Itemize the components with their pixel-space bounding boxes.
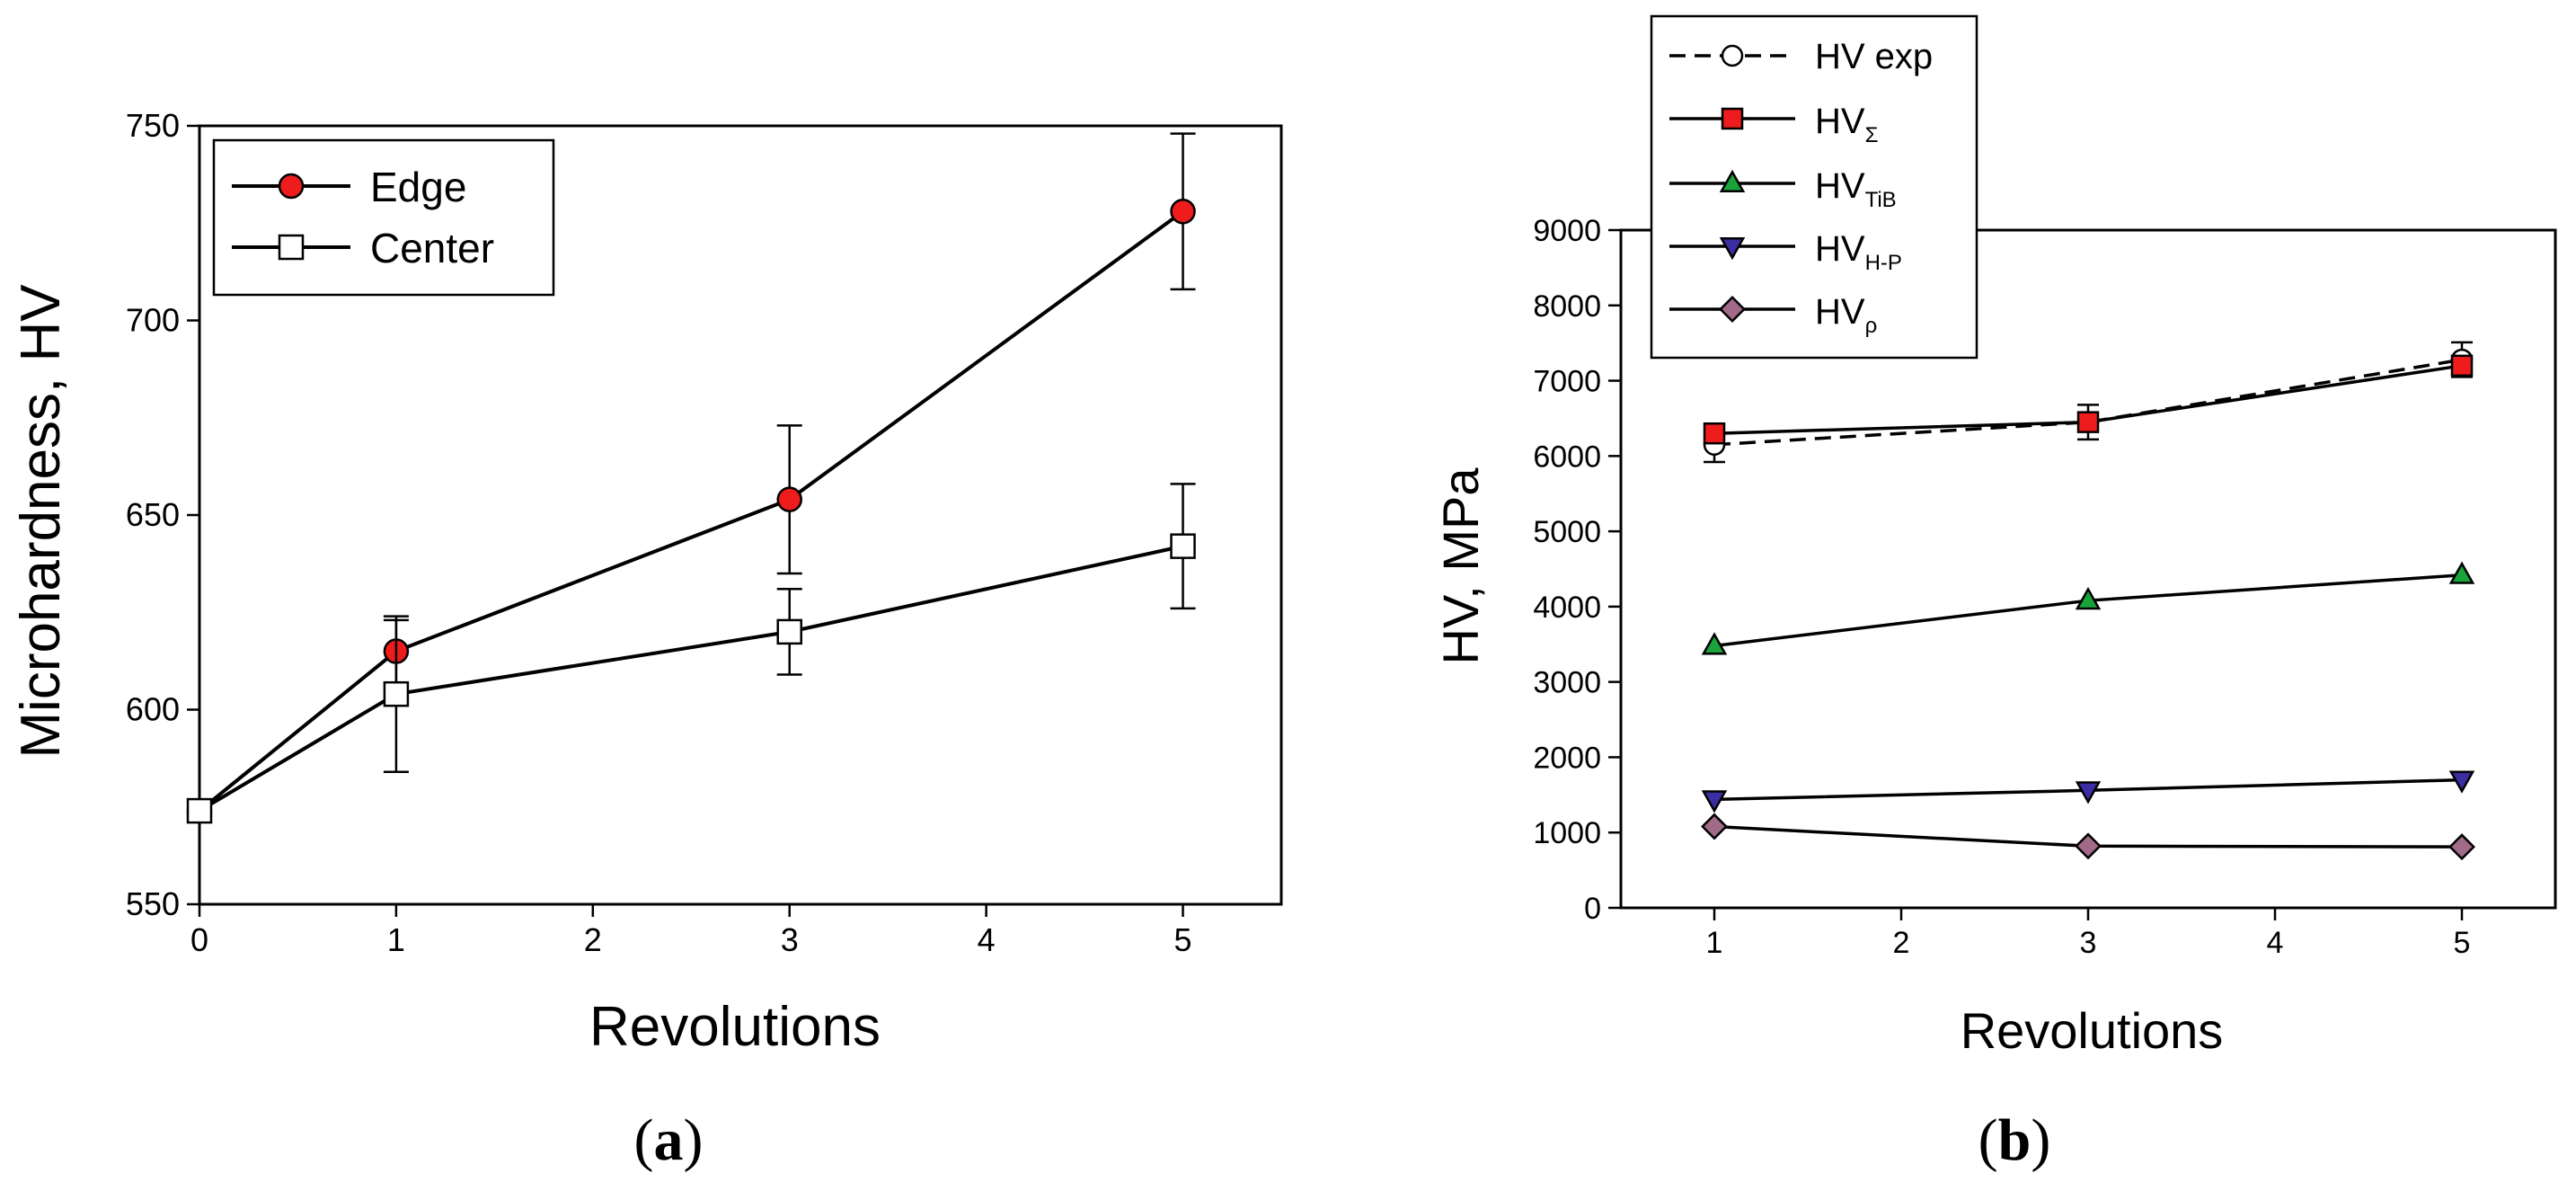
y-tick-label: 7000 xyxy=(1533,365,1601,399)
panel-b-label: (b) xyxy=(1978,1107,2051,1173)
x-tick-label: 4 xyxy=(978,921,996,958)
legend-marker-hv xyxy=(1719,296,1746,323)
legend-label-hv-tib: HVTiB xyxy=(1815,166,1897,212)
x-tick-label: 3 xyxy=(2080,926,2097,960)
panel-a-label: (a) xyxy=(634,1107,704,1173)
data-point-hv xyxy=(1701,813,1728,840)
y-tick-label: 550 xyxy=(126,885,180,922)
data-point-edge xyxy=(1170,199,1196,225)
data-point-hvtib xyxy=(1701,632,1728,655)
series-hv xyxy=(1703,354,2474,445)
series-hv-exp xyxy=(1703,341,2474,464)
data-point-center xyxy=(776,618,802,645)
series-center xyxy=(186,483,1196,824)
legend-marker-center xyxy=(278,234,305,261)
panel-a-chart: 0 1 2 3 4 5 550 600 650 700 750 Revolutions Microh… xyxy=(10,107,1283,1173)
panel-a-x-axis-label: Revolutions xyxy=(589,996,881,1058)
legend-label-edge: Edge xyxy=(370,164,466,210)
panel-b-legend-box xyxy=(1650,14,1978,360)
panel-b-axes: 1 2 3 4 5 0 1000 2000 3000 4000 5000 6000 7000 8000 90… xyxy=(1533,214,2470,960)
series-hvtib xyxy=(1701,561,2475,655)
series-hvh-p xyxy=(1701,770,2475,813)
legend-marker-edge xyxy=(278,173,305,200)
x-tick-label: 1 xyxy=(387,921,405,958)
legend-marker-hvtib xyxy=(1719,169,1746,193)
data-point-hv xyxy=(1703,422,1726,445)
panel-a-letter: a xyxy=(654,1107,684,1173)
data-point-hvh-p xyxy=(2075,781,2102,804)
y-tick-label: 9000 xyxy=(1533,214,1601,248)
x-tick-label: 2 xyxy=(584,921,602,958)
legend-marker-hv-exp xyxy=(1721,44,1744,67)
data-point-hvh-p xyxy=(1701,790,1728,813)
x-tick-label: 0 xyxy=(190,921,208,958)
x-tick-label: 1 xyxy=(1706,926,1723,960)
data-point-hvtib xyxy=(2075,586,2102,610)
y-tick-label: 5000 xyxy=(1533,515,1601,549)
y-tick-label: 2000 xyxy=(1533,741,1601,775)
panel-a-series xyxy=(186,132,1196,824)
y-tick-label: 8000 xyxy=(1533,289,1601,324)
legend-label-hv-exp: HV exp xyxy=(1815,37,1933,76)
legend-marker-hv xyxy=(1721,107,1744,130)
legend-label-hv-hp: HVH-P xyxy=(1815,229,1902,275)
y-tick-label: 600 xyxy=(126,691,180,728)
data-point-edge xyxy=(776,486,802,512)
y-tick-label: 6000 xyxy=(1533,440,1601,474)
data-point-center xyxy=(186,797,213,824)
data-point-hv xyxy=(2450,354,2474,378)
data-point-hv xyxy=(2076,411,2100,433)
panel-b-x-axis-label: Revolutions xyxy=(1961,1002,2224,1059)
panel-a-y-axis-label: Microhardness, HV xyxy=(10,284,72,759)
legend-label-center: Center xyxy=(370,225,494,271)
x-tick-label: 5 xyxy=(1174,921,1192,958)
panel-a-axes: 0 1 2 3 4 5 550 600 650 700 750 xyxy=(126,107,1192,958)
data-point-center xyxy=(1170,533,1196,559)
x-tick-label: 4 xyxy=(2267,926,2284,960)
panel-b-letter: b xyxy=(1998,1107,2032,1173)
y-tick-label: 0 xyxy=(1584,892,1601,926)
data-point-center xyxy=(383,680,410,707)
data-point-hvh-p xyxy=(2448,770,2475,794)
panel-b-y-axis-label: HV, MPa xyxy=(1432,467,1489,665)
data-point-hv xyxy=(2448,833,2475,861)
legend-marker-hvh-p xyxy=(1719,236,1746,261)
y-tick-label: 4000 xyxy=(1533,591,1601,625)
data-point-hvtib xyxy=(2448,561,2475,584)
y-tick-label: 700 xyxy=(126,302,180,339)
data-point-hv xyxy=(2075,832,2102,860)
y-tick-label: 650 xyxy=(126,496,180,533)
panel-b-chart: 1 2 3 4 5 0 1000 2000 3000 4000 5000 6000 7000 8000 90… xyxy=(1432,14,2557,1173)
panel-b-series xyxy=(1701,341,2475,861)
series-line-center xyxy=(198,544,1183,813)
y-tick-label: 750 xyxy=(126,107,180,144)
x-tick-label: 2 xyxy=(1893,926,1910,960)
x-tick-label: 5 xyxy=(2454,926,2471,960)
panel-a-legend: Edge Center xyxy=(212,138,555,297)
x-tick-label: 3 xyxy=(781,921,799,958)
y-tick-label: 3000 xyxy=(1533,666,1601,700)
legend-label-hv-sigma: HVΣ xyxy=(1815,102,1878,147)
legend-label-hv-rho: HVρ xyxy=(1815,292,1877,338)
series-hv xyxy=(1701,813,2475,861)
y-tick-label: 1000 xyxy=(1533,816,1601,850)
panel-b-legend: HV exp HVΣ HVTiB HVH-P HVρ xyxy=(1650,14,1978,360)
series-line-hvtib xyxy=(1713,573,2463,648)
series-line-edge xyxy=(198,209,1184,813)
panel-a-legend-box xyxy=(212,138,555,297)
